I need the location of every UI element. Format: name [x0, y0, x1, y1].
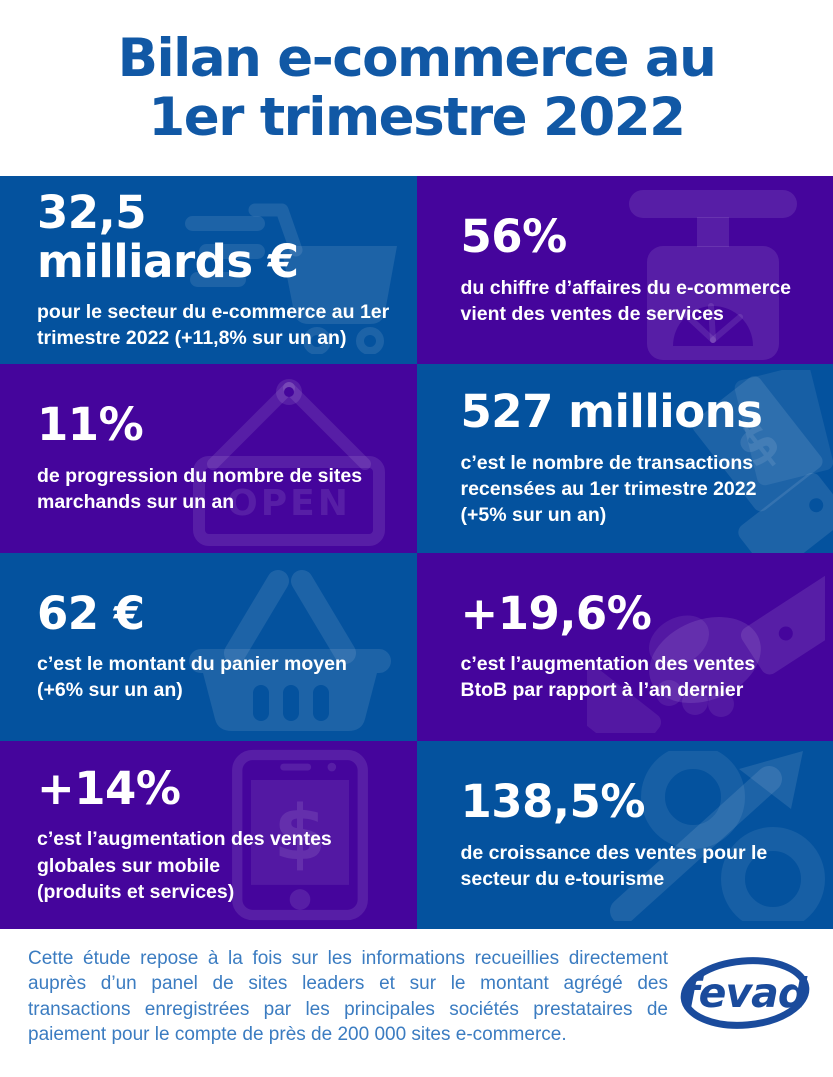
tile-btob-sales-growth: +19,6% c’est l’augmentation des ventes B…: [416, 552, 833, 741]
stat-description: c’est le montant du panier moyen (+6% su…: [37, 653, 347, 702]
shopping-basket-icon: [188, 569, 391, 731]
stat-description: de progression du nombre de sites marcha…: [37, 465, 363, 514]
tile-transactions-count: $ 527 millions c’est le nombre de transa…: [416, 364, 833, 553]
tile-services-share: 56% du chiffre d’affaires du e-commerce …: [416, 176, 833, 365]
tile-merchant-sites-growth: OPEN 11% de progression du nombre de sit…: [0, 364, 417, 553]
footer: Cette étude repose à la fois sur les inf…: [0, 929, 833, 1077]
tile-etourism-growth: 138,5% de croissance des ventes pour le …: [416, 740, 833, 929]
stat-value: +19,6%: [460, 586, 652, 640]
page-title: Bilan e-commerce au 1er trimestre 2022: [117, 27, 717, 148]
stat-value: 32,5 milliards €: [37, 185, 299, 288]
stat-value: 11%: [37, 398, 144, 452]
mobile-payment-icon: $: [231, 749, 368, 920]
svg-text:$: $: [273, 789, 326, 877]
open-sign-icon: OPEN: [192, 379, 385, 547]
open-sign-label: OPEN: [227, 483, 351, 524]
stat-description: pour le secteur du e-commerce au 1er tri…: [37, 301, 390, 350]
money-in-hand-icon: $: [692, 370, 833, 553]
fevad-logo-text: fevad: [682, 969, 808, 1017]
stat-value: +14%: [37, 761, 181, 815]
stat-description: de croissance des ventes pour le secteur…: [460, 841, 768, 890]
tile-mobile-sales-growth: $ +14% c’est l’augmentation des ventes g…: [0, 740, 417, 929]
handshake-icon: [587, 574, 825, 733]
stat-value: 138,5%: [460, 774, 646, 828]
stat-value: 62 €: [37, 586, 145, 640]
methodology-note: Cette étude repose à la fois sur les inf…: [28, 948, 668, 1045]
stat-description: c’est l’augmentation des ventes BtoB par…: [460, 653, 756, 702]
tile-ecommerce-revenue: 32,5 milliards € pour le secteur du e-co…: [0, 176, 417, 365]
stat-value: 527 millions: [460, 385, 763, 439]
fevad-logo: fevad: [680, 957, 810, 1029]
weighing-scale-icon: [629, 190, 797, 360]
stat-description: c’est le nombre de transactions recensée…: [460, 451, 757, 527]
stat-description: du chiffre d’affaires du e-commerce vien…: [460, 276, 792, 325]
header: Bilan e-commerce au 1er trimestre 2022: [0, 0, 833, 176]
speeding-cart-icon: [184, 203, 397, 354]
percent-growth-arrow-icon: [610, 750, 825, 921]
tile-average-basket: 62 € c’est le montant du panier moyen (+…: [0, 552, 417, 741]
stat-value: 56%: [460, 210, 568, 264]
stats-grid: 32,5 milliards € pour le secteur du e-co…: [0, 176, 833, 929]
stat-description: c’est l’augmentation des ventes globales…: [37, 828, 332, 903]
